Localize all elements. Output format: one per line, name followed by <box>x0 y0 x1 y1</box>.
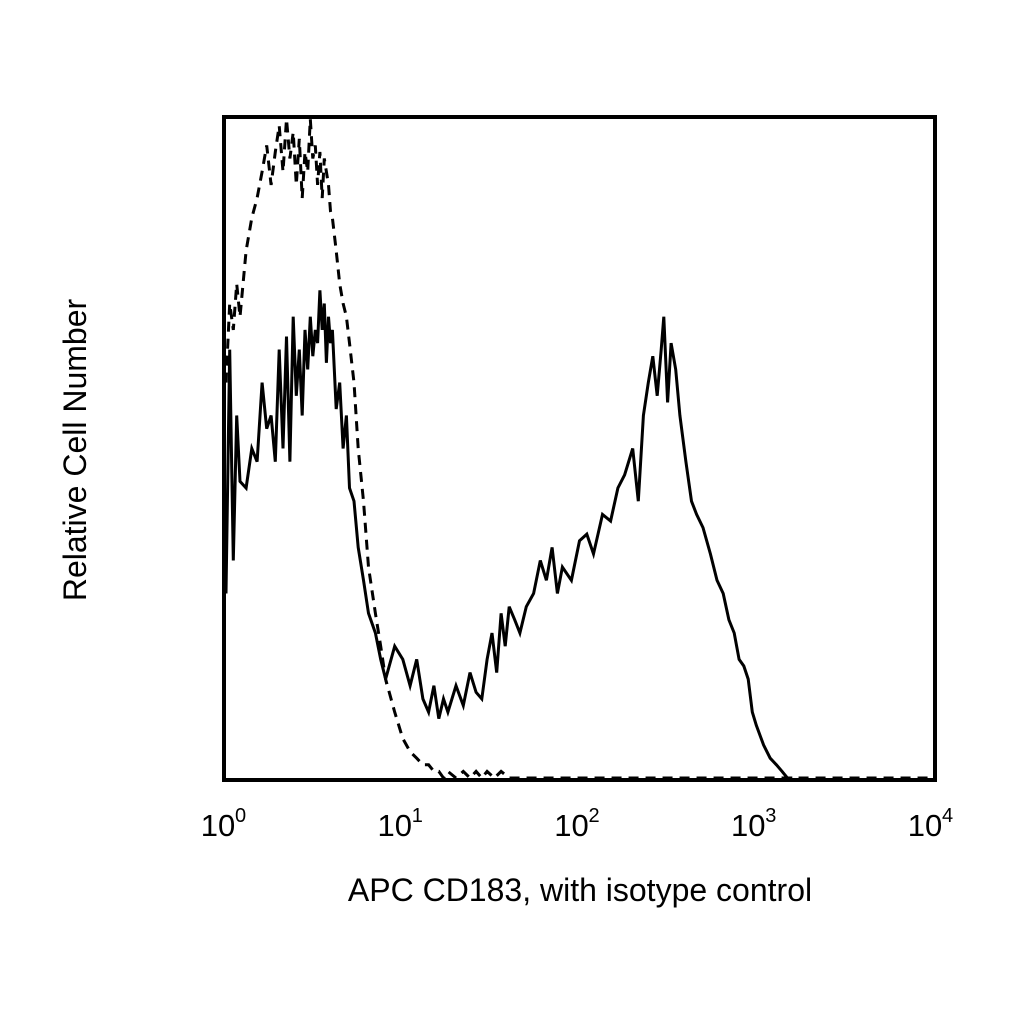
x-tick-exponent: 1 <box>412 805 423 827</box>
x-tick-labels: 10 0 10 1 10 2 10 3 10 4 <box>201 805 953 843</box>
x-tick-label: 10 4 <box>908 805 953 843</box>
x-tick-base: 10 <box>908 808 942 843</box>
y-axis-title: Relative Cell Number <box>57 298 93 601</box>
x-axis-title: APC CD183, with isotype control <box>348 872 812 908</box>
x-tick-base: 10 <box>201 808 235 843</box>
x-tick-exponent: 0 <box>235 805 246 827</box>
x-tick-base: 10 <box>731 808 765 843</box>
x-tick-exponent: 3 <box>765 805 776 827</box>
x-tick-base: 10 <box>378 808 412 843</box>
series-layer <box>224 118 933 781</box>
x-tick-label: 10 2 <box>554 805 599 843</box>
x-tick-label: 10 1 <box>378 805 423 843</box>
x-tick-base: 10 <box>554 808 588 843</box>
x-tick-label: 10 3 <box>731 805 776 843</box>
plot-frame <box>222 115 937 782</box>
isotype-control-histogram <box>224 118 933 781</box>
x-tick-exponent: 2 <box>589 805 600 827</box>
x-tick-label: 10 0 <box>201 805 246 843</box>
cd183-histogram <box>224 290 793 780</box>
x-tick-exponent: 4 <box>942 805 953 827</box>
